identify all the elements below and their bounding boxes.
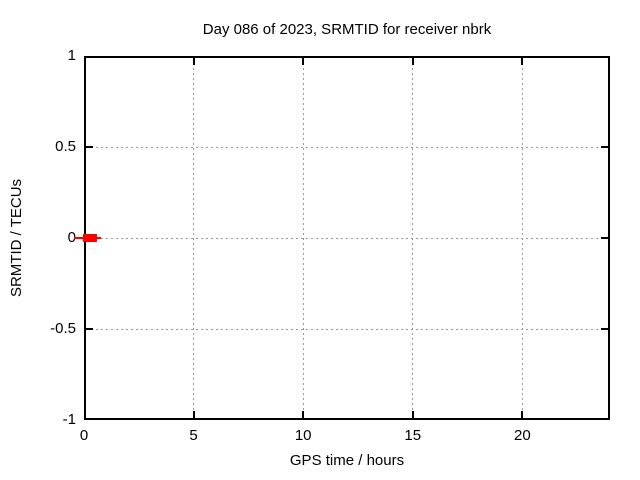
x-tick-label: 15 xyxy=(404,427,422,444)
chart-title: Day 086 of 2023, SRMTID for receiver nbr… xyxy=(202,21,492,38)
y-tick-label: 0 xyxy=(67,229,76,246)
x-tick-top xyxy=(411,58,414,65)
y-tick-label: 0.5 xyxy=(55,138,76,155)
y-tick-left xyxy=(86,328,93,330)
y-tick-label: -0.5 xyxy=(50,320,76,337)
y-tick-right xyxy=(601,237,608,239)
y-tick-label: 1 xyxy=(67,47,76,64)
y-gridline xyxy=(86,146,608,148)
x-tick-label: 0 xyxy=(79,427,89,444)
y-gridline xyxy=(86,237,608,239)
x-tick-top xyxy=(521,58,524,65)
x-tick-label: 5 xyxy=(189,427,198,444)
y-tick-left xyxy=(86,146,93,148)
series-segment xyxy=(83,234,98,242)
y-tick-right xyxy=(601,328,608,330)
x-tick-label: 20 xyxy=(513,427,531,444)
x-tick-label: 10 xyxy=(294,427,312,444)
x-tick-bottom xyxy=(521,411,524,418)
y-gridline xyxy=(86,328,608,330)
x-tick-top xyxy=(192,58,195,65)
y-tick-right xyxy=(601,146,608,148)
x-tick-bottom xyxy=(302,411,305,418)
x-tick-top xyxy=(302,58,305,65)
y-tick-label: -1 xyxy=(62,411,76,428)
x-axis-label: GPS time / hours xyxy=(289,452,405,469)
x-tick-bottom xyxy=(192,411,195,418)
x-tick-bottom xyxy=(411,411,414,418)
